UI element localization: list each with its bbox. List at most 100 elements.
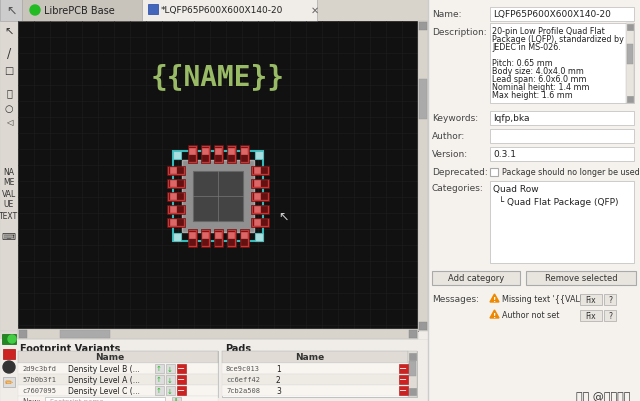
Bar (170, 194, 176, 200)
Bar (166, 375, 175, 384)
Text: 1: 1 (276, 364, 281, 373)
Bar (172, 397, 181, 401)
Bar (170, 168, 176, 174)
Text: Name: Name (296, 352, 324, 362)
Bar (253, 219, 267, 225)
Bar (419, 80, 427, 120)
Bar (432, 271, 520, 285)
Text: Fix: Fix (586, 311, 596, 320)
Bar (166, 386, 175, 395)
Bar (255, 233, 263, 241)
Text: −: − (177, 385, 185, 395)
Bar (418, 22, 428, 331)
Text: NA
ME: NA ME (3, 168, 15, 187)
Text: ○: ○ (4, 104, 13, 114)
Bar (142, 0, 317, 22)
Bar (227, 229, 236, 247)
Bar (251, 218, 269, 227)
Bar (222, 363, 408, 374)
Bar (173, 233, 181, 241)
Bar (214, 146, 223, 164)
Text: 0.3.1: 0.3.1 (493, 150, 516, 159)
Bar (241, 149, 247, 155)
Bar (399, 364, 408, 373)
Text: └ Quad Flat Package (QFP): └ Quad Flat Package (QFP) (493, 196, 618, 206)
Bar (166, 364, 175, 373)
Bar (490, 24, 634, 104)
Bar (627, 25, 633, 31)
Text: Footprint name: Footprint name (50, 399, 104, 401)
Text: Deprecated:: Deprecated: (432, 168, 488, 176)
Bar (188, 229, 196, 247)
Bar (169, 168, 183, 174)
Text: VAL
UE: VAL UE (2, 190, 16, 209)
Text: +: + (172, 397, 180, 401)
Bar (148, 5, 158, 15)
Bar (3, 377, 15, 387)
Bar (215, 233, 221, 239)
Text: Author not set: Author not set (502, 310, 559, 319)
Bar (222, 351, 408, 363)
Text: JEDEC in MS-026.: JEDEC in MS-026. (492, 43, 561, 52)
Bar (228, 149, 234, 155)
Circle shape (30, 6, 40, 16)
Text: ↑: ↑ (156, 366, 162, 372)
Bar (228, 233, 234, 239)
Bar (60, 330, 110, 338)
Text: 3: 3 (276, 386, 281, 395)
Bar (200, 229, 209, 247)
Bar (18, 351, 218, 397)
Bar (202, 233, 208, 239)
Bar (170, 219, 176, 225)
Text: Pads: Pads (225, 343, 251, 353)
Bar (169, 194, 183, 200)
Text: Keywords:: Keywords: (432, 114, 478, 123)
Text: Add category: Add category (448, 274, 504, 283)
Text: −: − (177, 375, 185, 385)
Bar (177, 386, 186, 395)
Bar (173, 152, 181, 160)
Text: 2: 2 (276, 375, 281, 384)
Text: 57b0b3f1: 57b0b3f1 (22, 377, 56, 383)
Bar (167, 218, 185, 227)
Text: Footprint Variants: Footprint Variants (20, 343, 120, 353)
Text: ↓: ↓ (167, 377, 173, 383)
Bar (0, 0, 640, 22)
Text: 头条 @软件之家: 头条 @软件之家 (575, 391, 630, 401)
Bar (490, 8, 634, 22)
Text: Messages:: Messages: (432, 294, 479, 303)
Text: ⌨: ⌨ (2, 231, 16, 241)
Bar (0, 22, 18, 331)
Bar (490, 182, 634, 263)
Circle shape (8, 335, 16, 343)
Bar (428, 0, 640, 401)
Text: TEXT: TEXT (0, 211, 19, 221)
Text: LibrePCB Base: LibrePCB Base (44, 6, 115, 16)
Bar (215, 148, 221, 162)
Bar (490, 130, 634, 144)
Text: ↓: ↓ (167, 387, 173, 393)
Bar (202, 149, 208, 155)
Text: 2d9c3bfd: 2d9c3bfd (22, 366, 56, 372)
Text: Name:: Name: (432, 10, 461, 19)
Text: −: − (177, 364, 185, 374)
Bar (173, 152, 263, 241)
Text: c7607095: c7607095 (22, 387, 56, 393)
Bar (189, 148, 195, 162)
Bar (222, 351, 417, 397)
Bar (399, 375, 408, 384)
Bar (239, 229, 248, 247)
Text: Version:: Version: (432, 150, 468, 159)
Bar (2, 334, 16, 344)
Bar (627, 45, 633, 65)
Bar (182, 160, 254, 233)
Bar (0, 0, 22, 22)
Bar (241, 233, 247, 239)
Bar (409, 353, 416, 360)
Bar (222, 374, 408, 385)
Polygon shape (490, 294, 499, 302)
Bar (18, 22, 418, 331)
Text: 20-pin Low Profile Quad Flat: 20-pin Low Profile Quad Flat (492, 27, 605, 36)
Bar (170, 180, 176, 186)
Text: −: − (399, 364, 407, 374)
